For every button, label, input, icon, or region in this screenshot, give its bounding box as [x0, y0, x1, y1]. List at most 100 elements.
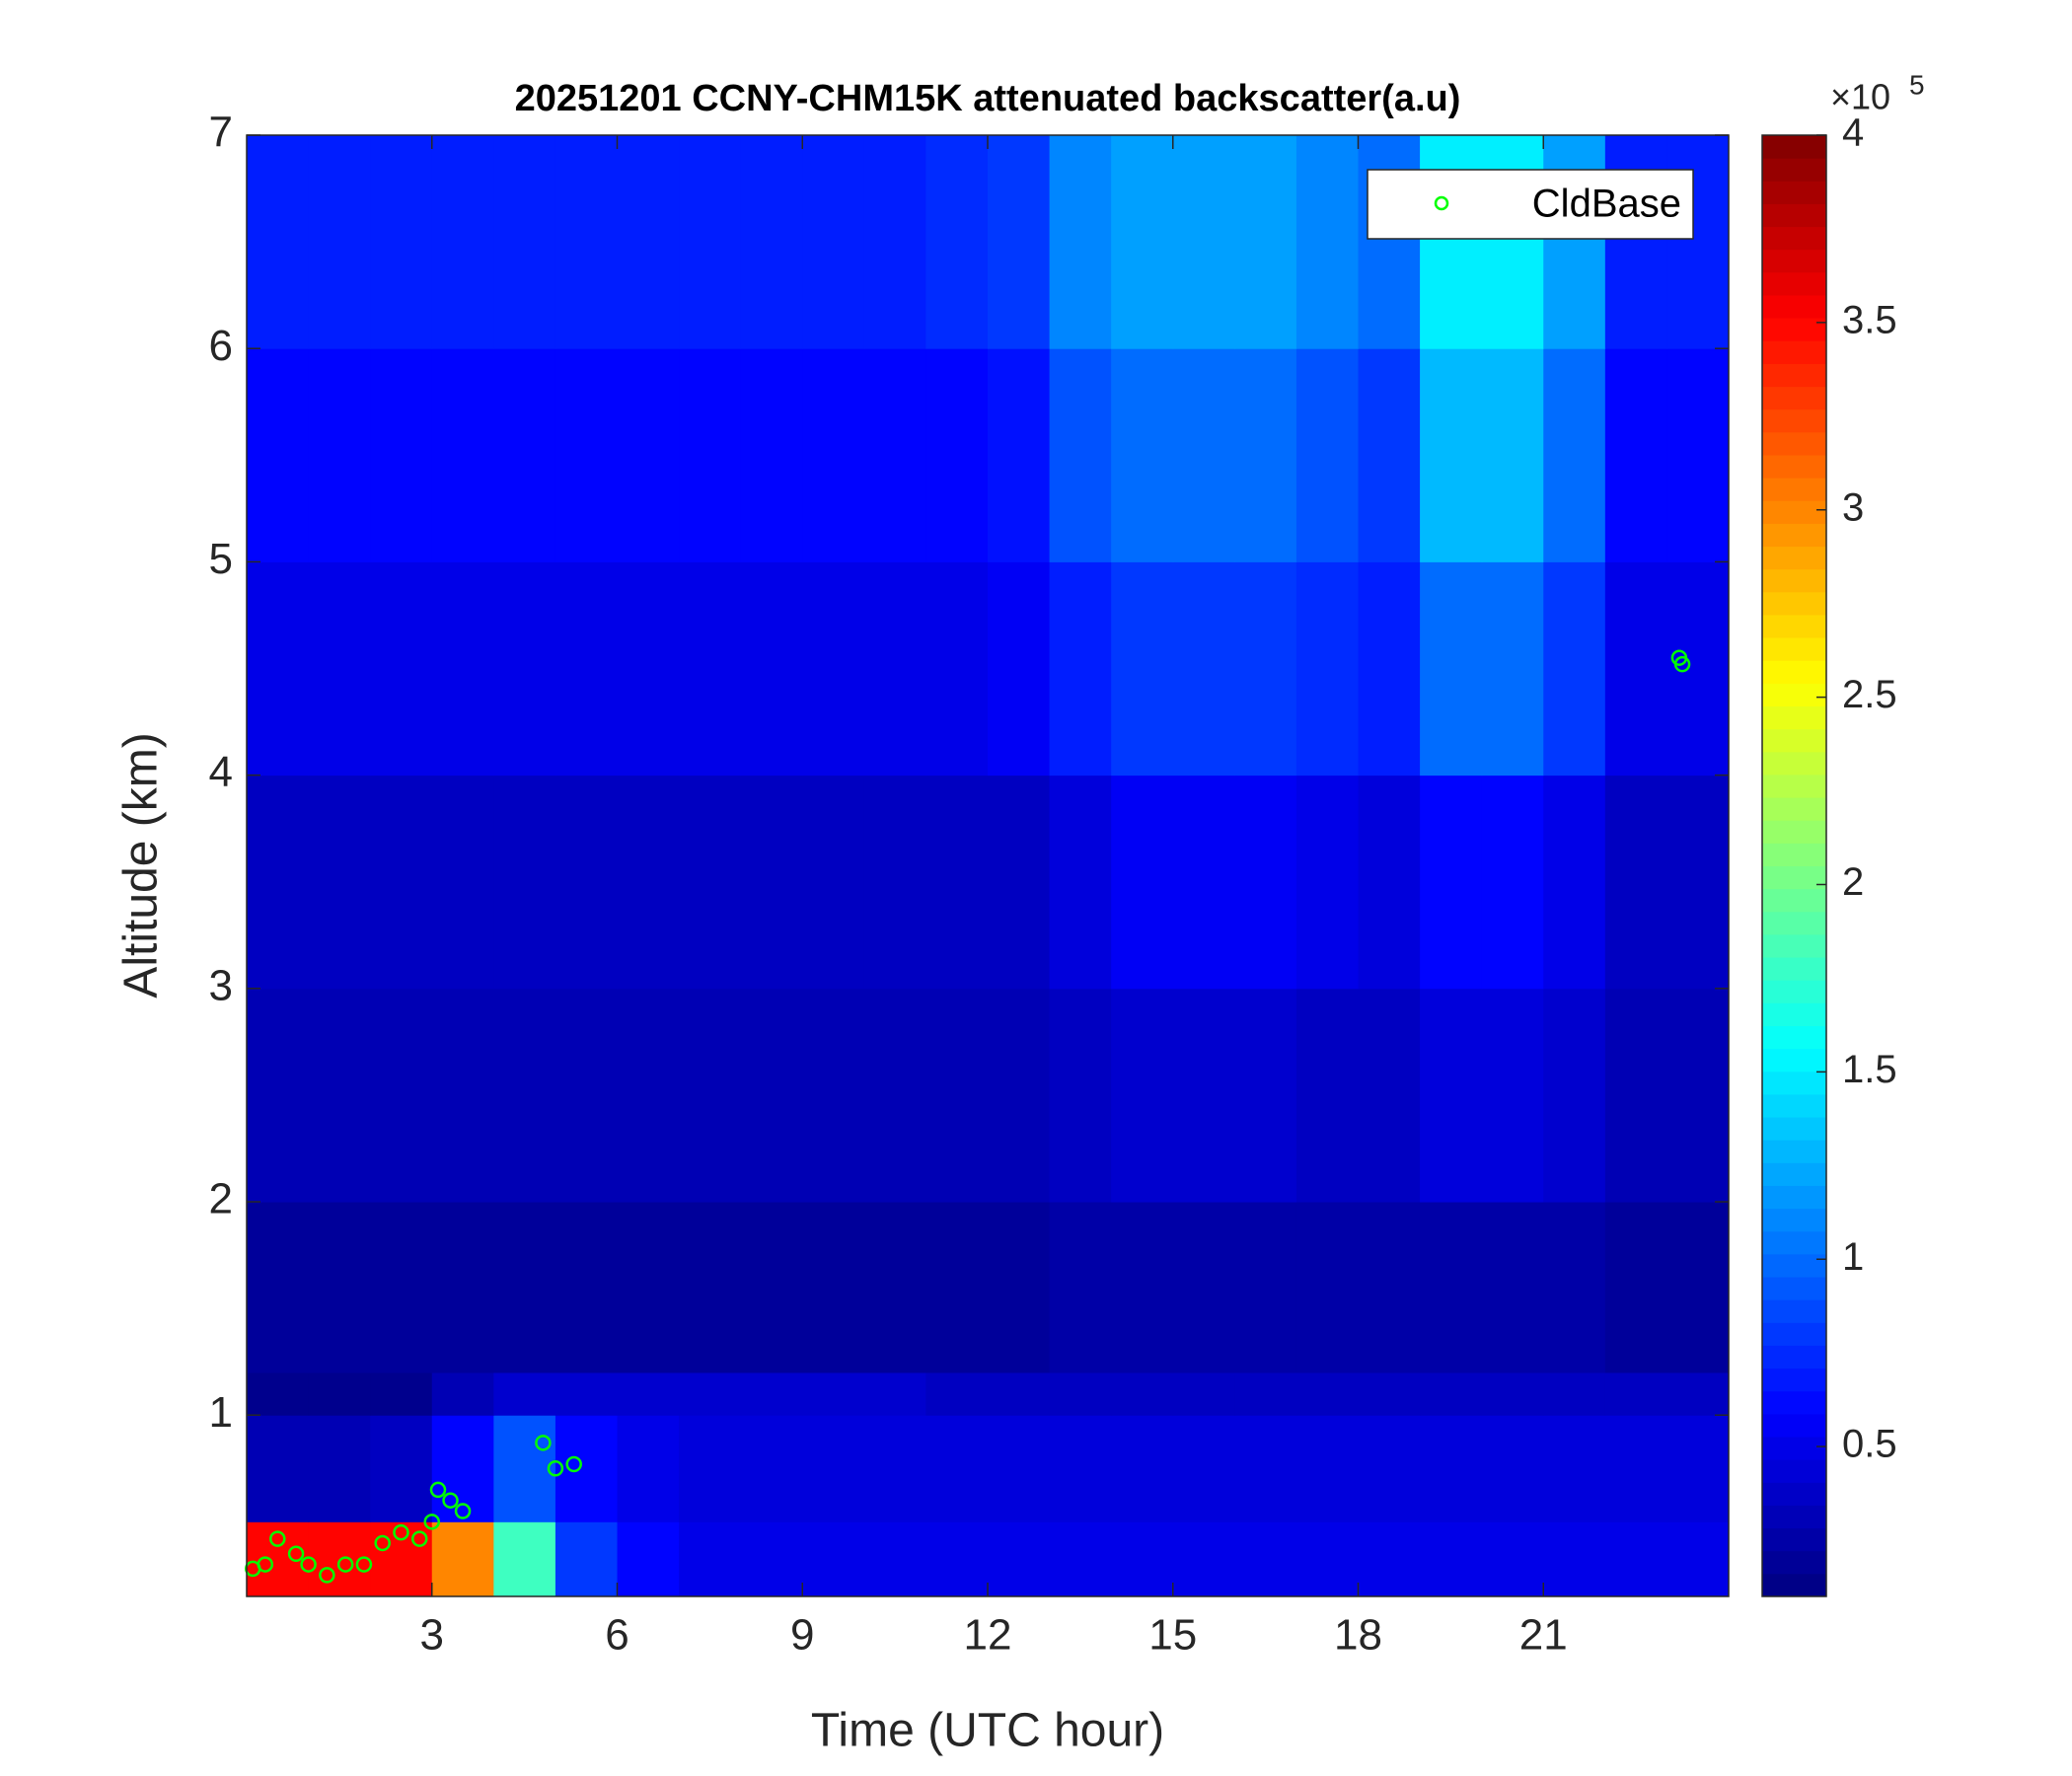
colorbar-swatch — [1762, 1550, 1826, 1575]
colorbar-swatch — [1762, 1345, 1826, 1369]
heatmap-cell — [1172, 775, 1235, 990]
colorbar-swatch — [1762, 774, 1826, 798]
heatmap-cell — [1481, 1521, 1544, 1597]
heatmap-cell — [1111, 348, 1174, 562]
heatmap-cell — [617, 1415, 680, 1522]
heatmap-cell — [1420, 1202, 1483, 1373]
heatmap-cell — [740, 1521, 803, 1597]
heatmap-cell — [1172, 1371, 1235, 1416]
colorbar-swatch — [1762, 1459, 1826, 1483]
heatmap-cell — [863, 775, 926, 990]
colorbar-swatch — [1762, 568, 1826, 593]
heatmap-cell — [1295, 1202, 1359, 1373]
heatmap-cell — [679, 135, 742, 349]
colorbar-tick-label: 4 — [1842, 111, 1864, 155]
heatmap-cell — [555, 988, 618, 1203]
heatmap-cell — [1295, 1521, 1359, 1597]
heatmap-cell — [1049, 1371, 1112, 1416]
heatmap-cell — [308, 1415, 371, 1522]
heatmap-cell — [1234, 1371, 1297, 1416]
colorbar-swatch — [1762, 340, 1826, 364]
colorbar-swatch — [1762, 980, 1826, 1003]
heatmap-cell — [1604, 135, 1667, 349]
heatmap-cell — [1543, 348, 1606, 562]
colorbar-swatch — [1762, 683, 1826, 707]
heatmap-cell — [1234, 775, 1297, 990]
heatmap-cell — [617, 1202, 680, 1373]
heatmap-cell — [925, 988, 989, 1203]
heatmap-cell — [1172, 1202, 1235, 1373]
heatmap-cell — [1481, 1371, 1544, 1416]
colorbar-frame — [1761, 134, 1827, 1597]
colorbar-swatch — [1762, 705, 1826, 730]
colorbar-swatch — [1762, 1230, 1826, 1255]
heatmap-cell — [1049, 561, 1112, 777]
heatmap-cell — [740, 348, 803, 562]
colorbar-swatch — [1762, 614, 1826, 638]
heatmap-cell — [1111, 1202, 1174, 1373]
x-tick-label: 3 — [420, 1611, 444, 1660]
heatmap-cell — [555, 561, 618, 777]
heatmap-cell — [617, 1371, 680, 1416]
cloud-base-point — [287, 1545, 305, 1563]
heatmap-cell — [1172, 348, 1235, 562]
heatmap-cell — [308, 988, 371, 1203]
heatmap-cell — [1234, 561, 1297, 777]
heatmap-cell — [988, 348, 1051, 562]
y-axis-label: Altitude (km) — [115, 732, 168, 998]
heatmap-cell — [802, 775, 865, 990]
heatmap-cell — [802, 1415, 865, 1522]
heatmap-cell — [493, 135, 556, 349]
colorbar-swatch — [1762, 1368, 1826, 1392]
heatmap-cell — [431, 988, 494, 1203]
heatmap-cell — [1543, 135, 1606, 349]
colorbar-swatch — [1762, 797, 1826, 821]
y-tick-label: 7 — [209, 109, 233, 157]
heatmap-cell — [1604, 561, 1667, 777]
heatmap-cell — [1358, 1202, 1421, 1373]
heatmap-cell — [308, 1202, 371, 1373]
colorbar-swatch — [1762, 135, 1826, 159]
colorbar-swatch — [1762, 1117, 1826, 1141]
heatmap-cell — [1358, 1415, 1421, 1522]
heatmap-cell — [1172, 561, 1235, 777]
heatmap-cell — [1295, 561, 1359, 777]
cloud-base-point — [535, 1435, 552, 1451]
heatmap-cell — [740, 561, 803, 777]
colorbar-swatch — [1762, 591, 1826, 616]
heatmap-cell — [247, 348, 310, 562]
heatmap-cell — [1420, 775, 1483, 990]
cloud-base-point — [565, 1455, 582, 1473]
heatmap-cell — [863, 988, 926, 1203]
heatmap-cell — [493, 1415, 556, 1522]
heatmap-cell — [1111, 988, 1174, 1203]
colorbar-swatch — [1762, 294, 1826, 319]
heatmap-cell — [1111, 1521, 1174, 1597]
x-tick-label: 18 — [1334, 1611, 1382, 1660]
heatmap-cell — [1172, 1415, 1235, 1522]
colorbar-swatch — [1762, 181, 1826, 204]
heatmap-cell — [1543, 561, 1606, 777]
heatmap-cell — [988, 1371, 1051, 1416]
colorbar-swatch — [1762, 1413, 1826, 1438]
x-tick-label: 6 — [605, 1611, 629, 1660]
heatmap-cell — [1481, 135, 1544, 349]
heatmap-cell — [925, 135, 989, 349]
colorbar-swatch — [1762, 820, 1826, 844]
heatmap-cell — [1666, 135, 1730, 349]
heatmap-cell — [555, 1415, 618, 1522]
colorbar-swatch — [1762, 843, 1826, 866]
cloud-base-point — [257, 1556, 274, 1573]
cloud-base-point — [454, 1503, 472, 1519]
heatmap-cell — [431, 775, 494, 990]
colorbar-swatch — [1762, 203, 1826, 228]
cloud-base-point — [1673, 655, 1691, 673]
colorbar-swatch — [1762, 363, 1826, 388]
colorbar-tick-label: 0.5 — [1842, 1423, 1897, 1466]
colorbar-swatch — [1762, 478, 1826, 501]
heatmap-cell — [308, 135, 371, 349]
x-tick-label: 21 — [1519, 1611, 1568, 1660]
heatmap-cell — [1295, 988, 1359, 1203]
heatmap-cell — [679, 348, 742, 562]
heatmap-cell — [1420, 348, 1483, 562]
